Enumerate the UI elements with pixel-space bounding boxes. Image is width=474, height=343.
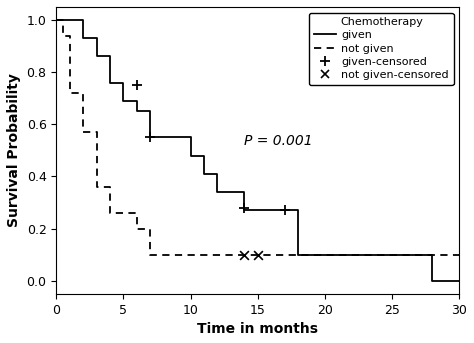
not given xyxy=(268,252,274,257)
given xyxy=(161,135,166,139)
given xyxy=(201,154,207,158)
not given xyxy=(107,185,113,189)
given xyxy=(94,36,100,40)
given xyxy=(147,109,153,113)
not given xyxy=(134,211,140,215)
given xyxy=(241,190,247,194)
not given xyxy=(174,252,180,257)
given xyxy=(120,99,126,103)
given xyxy=(456,279,462,283)
not given xyxy=(120,211,126,215)
not given-censored xyxy=(240,252,248,257)
not given xyxy=(255,252,261,257)
given xyxy=(188,154,193,158)
given xyxy=(429,252,435,257)
not given xyxy=(67,34,73,38)
given xyxy=(456,279,462,283)
given xyxy=(161,135,166,139)
given xyxy=(80,18,86,22)
given xyxy=(268,208,274,212)
not given xyxy=(80,91,86,95)
given xyxy=(147,135,153,139)
not given xyxy=(147,252,153,257)
not given xyxy=(174,252,180,257)
not given xyxy=(456,252,462,257)
not given xyxy=(94,185,100,189)
not given xyxy=(456,252,462,257)
given xyxy=(282,208,287,212)
not given-censored xyxy=(254,252,262,257)
given xyxy=(255,208,261,212)
not given xyxy=(134,226,140,230)
given xyxy=(174,135,180,139)
X-axis label: Time in months: Time in months xyxy=(197,322,318,336)
given xyxy=(67,18,73,22)
not given xyxy=(107,211,113,215)
given xyxy=(215,172,220,176)
given xyxy=(295,252,301,257)
given xyxy=(120,81,126,85)
given xyxy=(416,252,422,257)
given xyxy=(268,208,274,212)
not given xyxy=(60,18,66,22)
Text: P = 0.001: P = 0.001 xyxy=(244,134,313,148)
not given xyxy=(201,252,207,257)
Y-axis label: Survival Probability: Survival Probability xyxy=(7,73,21,227)
given xyxy=(429,279,435,283)
Line: not given: not given xyxy=(56,20,459,255)
not given xyxy=(268,252,274,257)
given xyxy=(174,135,180,139)
given xyxy=(94,55,100,59)
not given xyxy=(60,34,66,38)
given xyxy=(416,252,422,257)
given xyxy=(228,190,234,194)
Legend: given, not given, given-censored, not given-censored: given, not given, given-censored, not gi… xyxy=(309,12,454,85)
not given xyxy=(161,252,166,257)
not given xyxy=(241,252,247,257)
not given xyxy=(67,91,73,95)
not given xyxy=(161,252,166,257)
given-censored xyxy=(133,82,141,88)
not given xyxy=(147,226,153,230)
given xyxy=(134,109,140,113)
given xyxy=(228,190,234,194)
given-censored xyxy=(281,208,288,213)
given xyxy=(67,18,73,22)
not given xyxy=(94,130,100,134)
given xyxy=(107,81,113,85)
not given xyxy=(80,130,86,134)
given xyxy=(201,172,207,176)
not given xyxy=(120,211,126,215)
given xyxy=(255,208,261,212)
given xyxy=(80,36,86,40)
given xyxy=(54,18,59,22)
given xyxy=(134,99,140,103)
given xyxy=(282,208,287,212)
not given xyxy=(201,252,207,257)
given xyxy=(215,190,220,194)
given xyxy=(188,135,193,139)
not given xyxy=(241,252,247,257)
given-censored xyxy=(240,205,248,211)
given-censored xyxy=(146,134,154,140)
given xyxy=(107,55,113,59)
given xyxy=(241,208,247,212)
not given xyxy=(54,18,59,22)
not given xyxy=(255,252,261,257)
given xyxy=(295,208,301,212)
not given xyxy=(188,252,193,257)
not given xyxy=(188,252,193,257)
Line: given: given xyxy=(56,20,459,281)
